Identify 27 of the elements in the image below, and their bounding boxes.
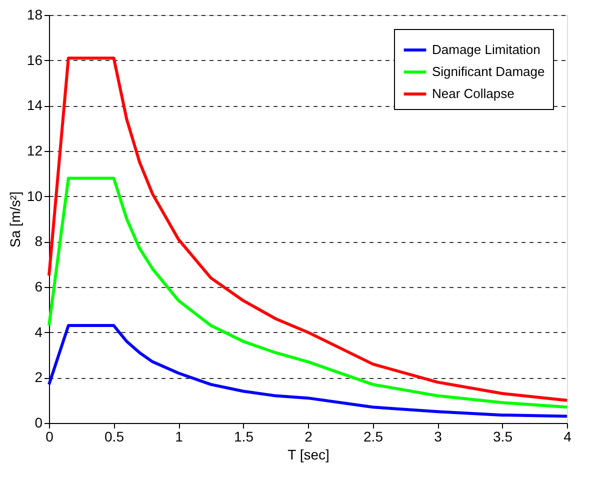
- y-tick-label: 18: [26, 6, 43, 22]
- y-tick-label: 10: [26, 188, 43, 204]
- x-tick-label: 4: [564, 428, 572, 444]
- line-series: [48, 56, 568, 402]
- y-tick-label: 14: [26, 97, 43, 114]
- x-axis-title: T [sec]: [288, 446, 330, 462]
- y-tick-label: 16: [26, 52, 43, 68]
- line-series: [48, 176, 568, 409]
- y-tick-label: 4: [34, 324, 43, 340]
- x-tick-label: 0: [46, 428, 54, 444]
- x-tick-label: 2: [304, 428, 313, 444]
- x-tick-label: 2.5: [364, 428, 384, 444]
- y-axis-title: Sa [m/s²]: [6, 191, 23, 248]
- x-tick-label: 1: [175, 428, 184, 444]
- y-tick-label: 0: [34, 414, 43, 430]
- x-tick-label: 3: [434, 428, 442, 444]
- x-tick-label: 1.5: [234, 428, 254, 444]
- x-tick-label: 3.5: [493, 428, 513, 444]
- line-series: [48, 324, 568, 418]
- x-tick-label: 0.5: [104, 428, 124, 444]
- y-tick-label: 6: [34, 278, 43, 294]
- legend-label: Damage Limitation: [432, 42, 540, 57]
- y-tick-label: 12: [26, 142, 43, 158]
- y-tick-label: 2: [34, 369, 43, 386]
- legend-label: Significant Damage: [432, 64, 545, 79]
- legend-label: Near Collapse: [432, 86, 514, 101]
- y-tick-label: 8: [34, 233, 43, 250]
